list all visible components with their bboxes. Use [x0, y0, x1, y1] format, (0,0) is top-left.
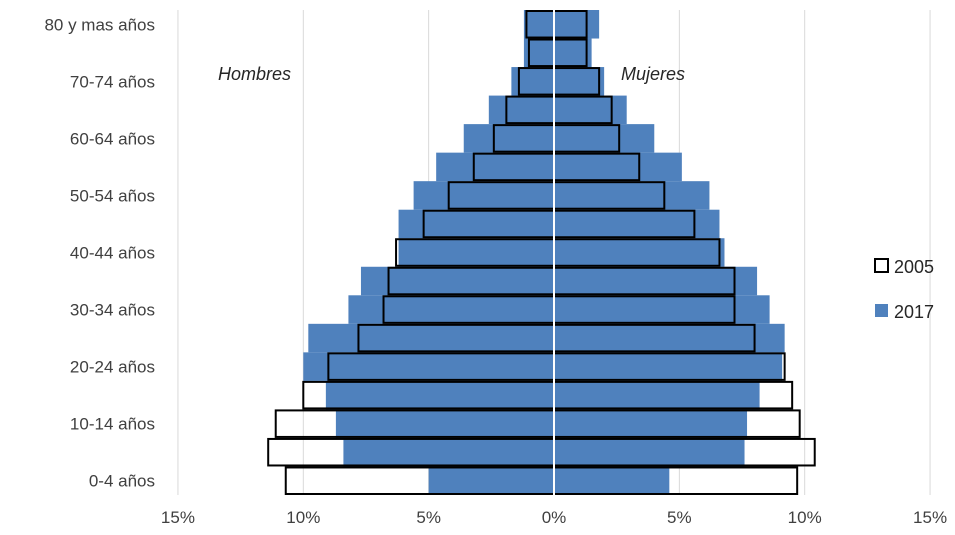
bar-2017-hombres: [398, 209, 554, 239]
bar-2017-hombres: [436, 152, 554, 182]
x-tick-label: 15%: [161, 508, 195, 527]
legend-label-2017: 2017: [894, 302, 934, 322]
bar-2017-hombres: [343, 437, 554, 467]
bar-2017-mujeres: [554, 67, 605, 96]
bar-2017-mujeres: [554, 95, 627, 125]
annotation-hombres: Hombres: [218, 64, 291, 84]
bar-2017-mujeres: [554, 409, 748, 438]
y-tick-label: 80 y mas años: [44, 15, 155, 34]
bar-2017-mujeres: [554, 323, 785, 353]
legend-swatch-2005: [874, 258, 889, 273]
x-tick-label: 15%: [913, 508, 947, 527]
x-axis-tick-labels: 15% 10% 5% 0% 5% 10% 15%: [161, 508, 947, 527]
bar-2017-hombres: [360, 266, 554, 296]
bar-2017-mujeres: [554, 437, 745, 467]
bar-2017-hombres: [335, 409, 554, 438]
bar-2017-mujeres: [554, 266, 758, 296]
bar-2017-hombres: [303, 352, 554, 381]
bar-2017-mujeres: [554, 124, 655, 153]
y-tick-label: 30-34 años: [70, 301, 155, 320]
x-tick-label: 10%: [286, 508, 320, 527]
bar-2017-hombres: [413, 181, 554, 210]
y-tick-label: 10-14 años: [70, 415, 155, 434]
legend: 2005 2017: [874, 257, 934, 322]
x-tick-label: 10%: [788, 508, 822, 527]
bar-2017-hombres: [348, 295, 554, 324]
bar-2017-mujeres: [554, 295, 770, 324]
bar-2017-hombres: [463, 124, 554, 153]
y-tick-label: 50-54 años: [70, 186, 155, 205]
legend-label-2005: 2005: [894, 257, 934, 277]
bar-2017-mujeres: [554, 10, 600, 39]
y-tick-label: 20-24 años: [70, 358, 155, 377]
series-2017-bars: [303, 10, 785, 495]
y-tick-label: 40-44 años: [70, 244, 155, 263]
y-tick-label: 70-74 años: [70, 72, 155, 91]
bar-2017-mujeres: [554, 152, 682, 182]
bar-2017-hombres: [488, 95, 554, 125]
y-axis-tick-labels: 0-4 años 10-14 años 20-24 años 30-34 años 40…: [44, 15, 155, 490]
x-tick-label: 5%: [667, 508, 692, 527]
bar-2017-mujeres: [554, 238, 725, 267]
bar-2017-mujeres: [554, 466, 670, 495]
bar-2017-mujeres: [554, 380, 760, 410]
bar-2017-mujeres: [554, 209, 720, 239]
x-tick-label: 5%: [416, 508, 441, 527]
bar-2017-mujeres: [554, 181, 710, 210]
bar-2017-hombres: [511, 67, 554, 96]
bar-2017-hombres: [325, 380, 554, 410]
bar-2017-hombres: [398, 238, 554, 267]
annotation-mujeres: Mujeres: [621, 64, 685, 84]
bar-2017-mujeres: [554, 352, 783, 381]
y-tick-label: 0-4 años: [89, 472, 155, 491]
legend-swatch-2017: [875, 304, 888, 317]
bar-2017-hombres: [523, 10, 554, 39]
bar-2017-hombres: [308, 323, 554, 353]
x-tick-label: 0%: [542, 508, 567, 527]
bar-2017-mujeres: [554, 38, 592, 68]
bar-2017-hombres: [428, 466, 554, 495]
y-tick-label: 60-64 años: [70, 129, 155, 148]
